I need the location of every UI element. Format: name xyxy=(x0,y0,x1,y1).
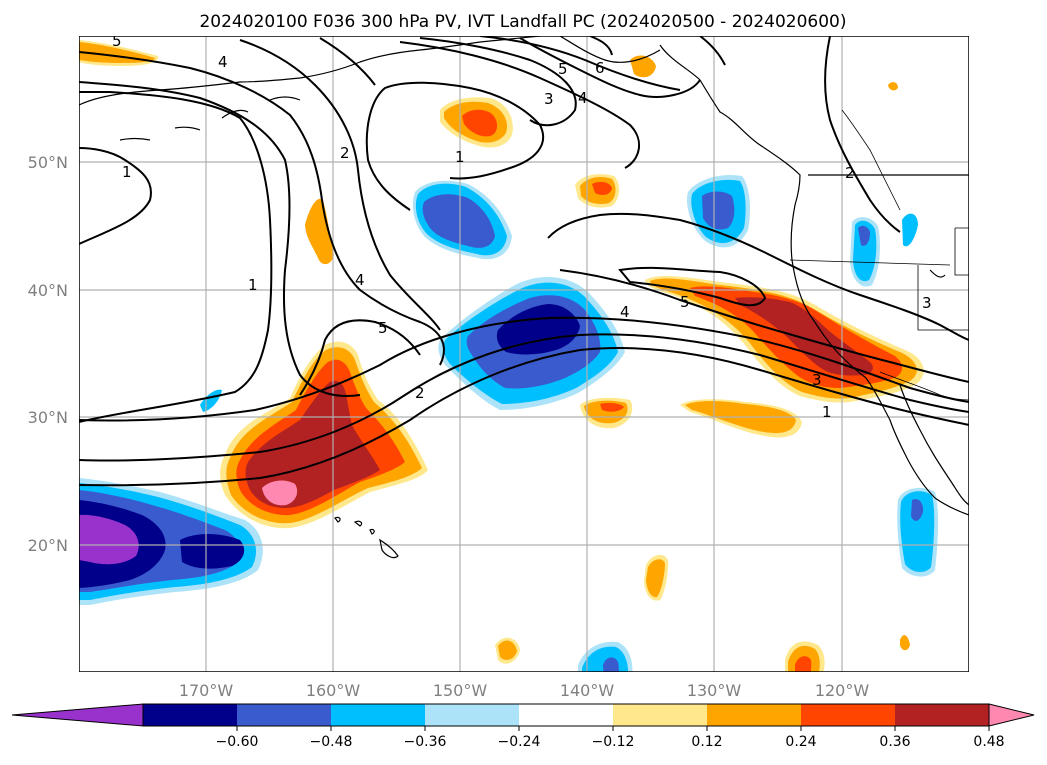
contour-label: 3 xyxy=(922,294,932,312)
colorbar-tick-label: 0.24 xyxy=(785,734,816,750)
contour-label: 2 xyxy=(340,144,350,162)
contour-label: 1 xyxy=(122,163,132,181)
lon-label: 170°W xyxy=(179,681,234,700)
colorbar-tick-label: −0.36 xyxy=(404,734,447,750)
colorbar: −0.60 −0.48 −0.36 −0.24 −0.12 0.12 0.24 0.36 0.4… xyxy=(11,703,1035,750)
pv-contours xyxy=(79,36,969,487)
contour-label: 2 xyxy=(845,164,855,182)
colorbar-extend-low xyxy=(11,703,144,727)
colorbar-tick-label: 0.12 xyxy=(691,734,722,750)
colorbar-segment xyxy=(613,704,708,726)
colorbar-tick-label: −0.24 xyxy=(498,734,541,750)
colorbar-segment xyxy=(707,704,802,726)
gridlines xyxy=(79,36,969,672)
colorbar-segment xyxy=(237,704,332,726)
lat-label: 20°N xyxy=(28,536,68,555)
lat-label: 30°N xyxy=(28,408,68,427)
lat-label: 50°N xyxy=(28,153,68,172)
colorbar-segment xyxy=(519,704,614,726)
colorbar-segment xyxy=(331,704,426,726)
contour-label: 4 xyxy=(578,89,588,107)
colorbar-extend-high xyxy=(988,703,1035,727)
contour-label: 5 xyxy=(378,319,388,337)
lon-labels: 170°W 160°W 150°W 140°W 130°W 120°W xyxy=(179,681,870,700)
lon-label: 160°W xyxy=(306,681,361,700)
lon-label: 150°W xyxy=(433,681,488,700)
contour-label: 2 xyxy=(415,384,425,402)
colorbar-tick-label: −0.12 xyxy=(592,734,635,750)
contour-label: 4 xyxy=(218,53,228,71)
lat-labels: 50°N 40°N 30°N 20°N xyxy=(28,153,68,555)
contour-label-group: 5 4 6 5 3 4 1 2 1 1 4 5 4 5 2 3 1 2 3 xyxy=(112,32,932,421)
contour-label: 6 xyxy=(595,59,605,77)
contour-label: 1 xyxy=(455,148,465,166)
colorbar-tick-label: 0.36 xyxy=(879,734,910,750)
colorbar-segment xyxy=(895,704,990,726)
contour-label: 1 xyxy=(248,276,258,294)
contour-label: 4 xyxy=(620,303,630,321)
figure-title: 2024020100 F036 300 hPa PV, IVT Landfall… xyxy=(199,12,846,32)
contour-label: 5 xyxy=(558,60,568,78)
contour-label: 3 xyxy=(544,90,554,108)
contour-label: 3 xyxy=(812,371,822,389)
colorbar-tick-label: 0.48 xyxy=(973,734,1004,750)
colorbar-tick-label: −0.48 xyxy=(310,734,353,750)
lon-label: 120°W xyxy=(815,681,870,700)
colorbar-segment xyxy=(801,704,896,726)
map-panel: 5 4 6 5 3 4 1 2 1 1 4 5 4 5 2 3 1 2 3 xyxy=(79,32,969,672)
contour-label: 5 xyxy=(680,293,690,311)
colorbar-tick-label: −0.60 xyxy=(216,734,259,750)
contour-label: 1 xyxy=(822,403,832,421)
contour-label: 4 xyxy=(355,271,365,289)
colorbar-segment xyxy=(425,704,520,726)
lon-label: 140°W xyxy=(560,681,615,700)
lon-label: 130°W xyxy=(687,681,742,700)
colorbar-segment xyxy=(143,704,238,726)
contour-label: 5 xyxy=(112,32,122,50)
lat-label: 40°N xyxy=(28,281,68,300)
